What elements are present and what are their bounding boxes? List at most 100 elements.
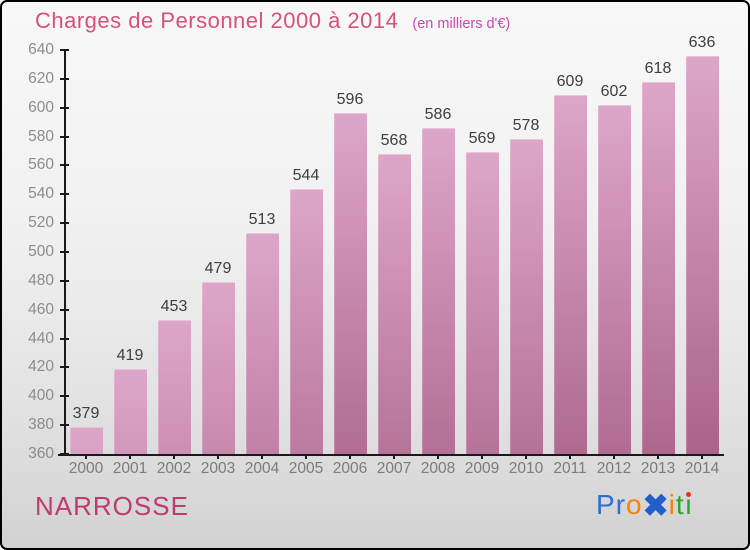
bar-value-label: 578 (512, 117, 540, 135)
bar-value-label: 419 (116, 346, 144, 364)
x-tick-label: 2008 (420, 460, 456, 477)
y-tick-label: 580 (28, 127, 54, 145)
x-axis-tick (349, 454, 351, 459)
bar-2007 (377, 153, 411, 454)
y-tick-label: 360 (28, 445, 54, 462)
x-axis-tick (437, 454, 439, 459)
y-axis-tick (60, 337, 69, 340)
y-axis-tick (60, 395, 69, 398)
bar-2008 (421, 127, 455, 454)
bar-2014 (685, 55, 719, 454)
y-axis-tick (60, 308, 69, 311)
y-axis-tick (60, 222, 69, 225)
x-tick-label: 2014 (684, 460, 720, 477)
bar-value-label: 609 (556, 72, 584, 90)
x-tick-label: 2011 (553, 460, 587, 477)
x-axis-tick (85, 454, 87, 459)
x-axis-tick (217, 454, 219, 459)
x-axis-tick (657, 454, 659, 459)
logo-letter: r (615, 489, 627, 520)
y-axis-tick (60, 279, 69, 282)
x-tick-label: 2003 (200, 460, 236, 477)
y-tick-label: 420 (28, 358, 54, 376)
bar-2004 (245, 233, 279, 454)
x-tick-label: 2004 (244, 460, 280, 477)
y-tick-label: 460 (28, 300, 54, 318)
bar-2002 (157, 319, 191, 454)
bar-value-label: 479 (204, 260, 232, 278)
bar-2010 (509, 139, 543, 454)
x-tick-label: 2012 (596, 460, 632, 477)
y-tick-label: 380 (28, 416, 54, 434)
y-tick-label: 600 (28, 98, 54, 116)
x-tick-label: 2009 (464, 460, 500, 477)
y-tick-label: 500 (28, 243, 54, 260)
y-tick-label: 620 (28, 69, 54, 87)
logo-letter: ✖ (642, 488, 669, 523)
bar-value-label: 602 (600, 82, 628, 100)
y-axis-tick (60, 366, 69, 369)
bar-2013 (641, 81, 675, 454)
logo-letter: i (668, 489, 676, 520)
y-tick-label: 540 (28, 185, 54, 203)
x-axis-tick (525, 454, 527, 459)
bar-2009 (465, 152, 499, 454)
y-axis-tick (60, 49, 69, 51)
bar-value-label: 569 (468, 130, 496, 148)
bar-2003 (201, 282, 235, 454)
y-axis-tick (60, 453, 69, 455)
bar-2000 (69, 426, 103, 454)
bar-2006 (333, 113, 367, 454)
y-axis-tick (60, 424, 69, 427)
bar-value-label: 636 (688, 33, 716, 51)
x-tick-label: 2007 (376, 460, 412, 477)
y-axis-tick (60, 251, 69, 253)
x-axis-tick (481, 454, 483, 459)
x-tick-label: 2013 (640, 460, 676, 477)
logo-letter: ı (684, 489, 694, 520)
y-axis-tick (60, 135, 69, 138)
x-axis-tick (569, 454, 571, 459)
y-tick-label: 520 (28, 214, 54, 232)
x-tick-label: 2002 (156, 460, 192, 477)
bar-value-label: 453 (160, 297, 188, 315)
y-axis-tick (60, 106, 69, 109)
logo-letter-dot (686, 492, 692, 497)
bar-value-label: 513 (248, 211, 276, 229)
x-axis-tick (701, 454, 703, 459)
logo-letter: t (675, 489, 685, 520)
x-axis (58, 454, 724, 456)
y-tick-label: 440 (28, 329, 54, 347)
footer-location: NARROSSE (35, 491, 189, 521)
bar-2011 (553, 94, 587, 454)
x-axis-tick (173, 454, 175, 459)
bar-2001 (113, 368, 147, 454)
y-tick-label: 400 (28, 387, 54, 405)
x-tick-label: 2001 (112, 460, 148, 477)
bar-2012 (597, 104, 631, 454)
y-tick-label: 480 (28, 271, 54, 289)
y-axis-tick (60, 193, 69, 196)
x-axis-tick (393, 454, 395, 459)
x-axis-tick (129, 454, 131, 459)
proxiti-logo: Pro✖itı (596, 488, 693, 523)
y-tick-label: 640 (28, 41, 54, 58)
page-subtitle: (en milliers d'€) (412, 16, 511, 32)
bar-value-label: 586 (424, 105, 452, 123)
bar-value-label: 596 (336, 91, 364, 109)
y-axis-tick (60, 164, 69, 167)
page-title: Charges de Personnel 2000 à 2014 (35, 8, 399, 33)
bar-value-label: 568 (380, 131, 408, 149)
bar-value-label: 618 (644, 59, 672, 77)
logo-letter: P (596, 489, 616, 520)
x-axis-tick (305, 454, 307, 459)
titlebar: Charges de Personnel 2000 à 2014 (en mil… (35, 8, 510, 34)
x-tick-label: 2006 (332, 460, 368, 477)
x-axis-tick (261, 454, 263, 459)
x-axis-tick (613, 454, 615, 459)
x-tick-label: 2010 (508, 460, 544, 477)
bar-value-label: 544 (292, 166, 320, 184)
bar-2005 (289, 188, 323, 454)
x-tick-label: 2005 (288, 460, 324, 477)
